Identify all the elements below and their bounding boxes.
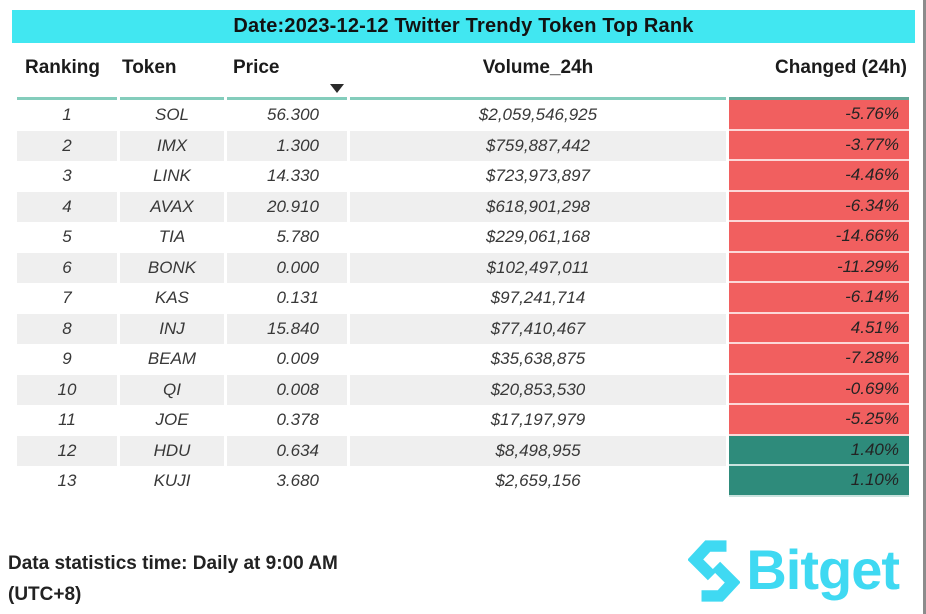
volume-cell: $77,410,467 <box>350 313 726 344</box>
token-cell: SOL <box>120 100 224 131</box>
change-cell: -5.25% <box>729 405 909 436</box>
sort-descending-icon[interactable] <box>330 84 344 93</box>
price-cell: 20.910 <box>227 191 347 222</box>
table-row: 13 KUJI 3.680 $2,659,156 1.10% <box>17 466 909 497</box>
ranking-cell: 8 <box>17 313 117 344</box>
price-cell: 0.009 <box>227 344 347 375</box>
token-cell: BEAM <box>120 344 224 375</box>
column-header-changed[interactable]: Changed (24h) <box>775 57 907 78</box>
column-header-volume[interactable]: Volume_24h <box>482 57 594 78</box>
volume-cell: $35,638,875 <box>350 344 726 375</box>
table-row: 11 JOE 0.378 $17,197,979 -5.25% <box>17 405 909 436</box>
ranking-cell: 2 <box>17 130 117 161</box>
volume-cell: $102,497,011 <box>350 252 726 283</box>
ranking-cell: 7 <box>17 283 117 314</box>
price-cell: 0.000 <box>227 252 347 283</box>
price-cell: 3.680 <box>227 466 347 497</box>
volume-cell: $229,061,168 <box>350 222 726 253</box>
change-cell: 1.10% <box>729 466 909 497</box>
token-cell: QI <box>120 374 224 405</box>
change-cell: -0.69% <box>729 374 909 405</box>
table-row: 6 BONK 0.000 $102,497,011 -11.29% <box>17 252 909 283</box>
change-cell: -3.77% <box>729 130 909 161</box>
ranking-cell: 12 <box>17 435 117 466</box>
ranking-cell: 5 <box>17 222 117 253</box>
volume-cell: $723,973,897 <box>350 161 726 192</box>
footer-note-line2: (UTC+8) <box>8 584 82 605</box>
token-cell: KUJI <box>120 466 224 497</box>
title-bar: Date:2023-12-12 Twitter Trendy Token Top… <box>12 10 915 43</box>
token-cell: AVAX <box>120 191 224 222</box>
price-cell: 56.300 <box>227 100 347 131</box>
change-cell: -4.46% <box>729 161 909 192</box>
table-row: 1 SOL 56.300 $2,059,546,925 -5.76% <box>17 100 909 131</box>
ranking-cell: 11 <box>17 405 117 436</box>
price-cell: 0.634 <box>227 435 347 466</box>
page-title: Date:2023-12-12 Twitter Trendy Token Top… <box>233 15 694 37</box>
ranking-cell: 10 <box>17 374 117 405</box>
table-row: 10 QI 0.008 $20,853,530 -0.69% <box>17 374 909 405</box>
token-table: 1 SOL 56.300 $2,059,546,925 -5.76% 2 IMX 1.300 $… <box>17 97 909 497</box>
volume-cell: $20,853,530 <box>350 374 726 405</box>
price-cell: 0.378 <box>227 405 347 436</box>
table-body: 1 SOL 56.300 $2,059,546,925 -5.76% 2 IMX 1.300 $… <box>17 100 909 497</box>
bitget-wordmark: Bitget <box>746 538 900 601</box>
table-row: 8 INJ 15.840 $77,410,467 4.51% <box>17 313 909 344</box>
change-cell: -6.14% <box>729 283 909 314</box>
volume-cell: $2,059,546,925 <box>350 100 726 131</box>
change-cell: -14.66% <box>729 222 909 253</box>
change-cell: -5.76% <box>729 100 909 131</box>
table-row: 4 AVAX 20.910 $618,901,298 -6.34% <box>17 191 909 222</box>
table-row: 3 LINK 14.330 $723,973,897 -4.46% <box>17 161 909 192</box>
ranking-cell: 4 <box>17 191 117 222</box>
column-header-price[interactable]: Price <box>233 57 280 78</box>
ranking-cell: 3 <box>17 161 117 192</box>
price-cell: 1.300 <box>227 130 347 161</box>
token-cell: KAS <box>120 283 224 314</box>
price-cell: 5.780 <box>227 222 347 253</box>
table-row: 9 BEAM 0.009 $35,638,875 -7.28% <box>17 344 909 375</box>
token-cell: TIA <box>120 222 224 253</box>
volume-cell: $759,887,442 <box>350 130 726 161</box>
volume-cell: $618,901,298 <box>350 191 726 222</box>
column-header-token[interactable]: Token <box>122 57 177 78</box>
change-cell: -6.34% <box>729 191 909 222</box>
ranking-cell: 1 <box>17 100 117 131</box>
table-row: 7 KAS 0.131 $97,241,714 -6.14% <box>17 283 909 314</box>
change-cell: -11.29% <box>729 252 909 283</box>
token-cell: HDU <box>120 435 224 466</box>
volume-cell: $17,197,979 <box>350 405 726 436</box>
table-header: Ranking Token Price Volume_24h Changed (… <box>17 54 909 82</box>
change-cell: -7.28% <box>729 344 909 375</box>
token-cell: IMX <box>120 130 224 161</box>
price-cell: 15.840 <box>227 313 347 344</box>
price-cell: 0.008 <box>227 374 347 405</box>
volume-cell: $97,241,714 <box>350 283 726 314</box>
token-cell: BONK <box>120 252 224 283</box>
footer-note-line1: Data statistics time: Daily at 9:00 AM <box>8 553 338 574</box>
footer-note: Data statistics time: Daily at 9:00 AM (… <box>8 548 488 610</box>
ranking-cell: 13 <box>17 466 117 497</box>
table-topline <box>17 97 909 100</box>
volume-cell: $8,498,955 <box>350 435 726 466</box>
bitget-logo: Bitget <box>687 535 900 611</box>
change-cell: 1.40% <box>729 435 909 466</box>
table-row: 5 TIA 5.780 $229,061,168 -14.66% <box>17 222 909 253</box>
token-cell: INJ <box>120 313 224 344</box>
table-row: 12 HDU 0.634 $8,498,955 1.40% <box>17 435 909 466</box>
ranking-cell: 9 <box>17 344 117 375</box>
price-cell: 14.330 <box>227 161 347 192</box>
ranking-cell: 6 <box>17 252 117 283</box>
token-cell: LINK <box>120 161 224 192</box>
table-row: 2 IMX 1.300 $759,887,442 -3.77% <box>17 130 909 161</box>
bitget-logo-icon <box>687 539 741 608</box>
price-cell: 0.131 <box>227 283 347 314</box>
column-header-ranking[interactable]: Ranking <box>25 57 100 78</box>
volume-cell: $2,659,156 <box>350 466 726 497</box>
change-cell: 4.51% <box>729 313 909 344</box>
token-cell: JOE <box>120 405 224 436</box>
